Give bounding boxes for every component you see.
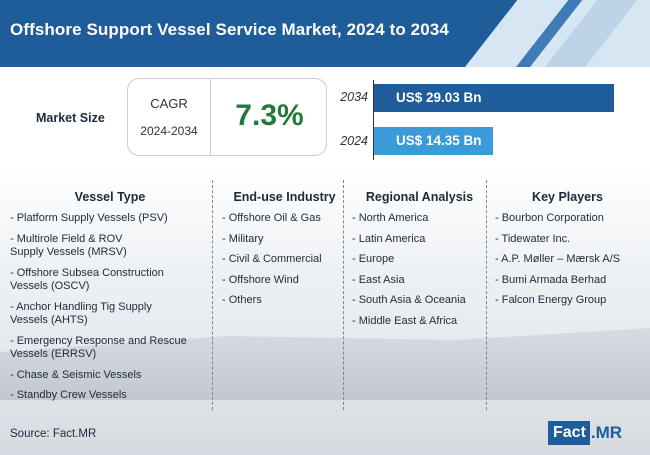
- column-title: Regional Analysis: [365, 190, 474, 204]
- list-item: - Military: [222, 232, 264, 245]
- bar-value-label: US$ 14.35 Bn: [396, 133, 482, 148]
- page-title: Offshore Support Vessel Service Market, …: [10, 20, 449, 39]
- factmr-logo: Fact .MR: [548, 421, 640, 445]
- source-note: Source: Fact.MR: [10, 428, 97, 440]
- segment-list: - Offshore Oil & Gas - Military - Civil & …: [222, 212, 347, 308]
- list-item: - Latin America: [352, 232, 426, 245]
- list-item: - Offshore Wind: [222, 273, 299, 286]
- column-end-use-industry: End-use Industry - Offshore Oil & Gas - M…: [222, 180, 347, 412]
- cagr-value: 7.3%: [235, 99, 304, 132]
- market-size-label: Market Size: [36, 111, 105, 125]
- column-title: Key Players: [532, 190, 603, 204]
- cagr-divider: [210, 79, 211, 155]
- bar-year-2034: 2034: [340, 90, 368, 104]
- list-item: - Anchor Handling Tig Supply Vessels (AH…: [10, 300, 152, 327]
- list-item: - Offshore Subsea Construction Vessels (…: [10, 266, 164, 293]
- list-item: - East Asia: [352, 273, 405, 286]
- list-item: - Standby Crew Vessels: [10, 389, 127, 401]
- cagr-box: CAGR 2024-2034 7.3%: [127, 78, 327, 156]
- logo-fact: Fact: [548, 421, 590, 445]
- list-item: - Others: [222, 294, 262, 306]
- list-item: - Falcon Energy Group: [495, 294, 607, 306]
- logo-mr: .MR: [590, 423, 623, 442]
- header-banner: Offshore Support Vessel Service Market, …: [0, 0, 650, 67]
- list-item: - Platform Supply Vessels (PSV): [10, 212, 168, 224]
- list-item: - Bumi Armada Berhad: [495, 273, 607, 286]
- list-item: - Europe: [352, 253, 395, 265]
- list-item: - South Asia & Oceania: [352, 294, 466, 306]
- market-bar-2034: US$ 29.03 Bn: [374, 84, 614, 112]
- segment-list: - Bourbon Corporation - Tidewater Inc. - A…: [495, 212, 640, 308]
- list-item: - Multirole Field & ROV Supply Vessels (…: [10, 232, 127, 259]
- column-regional-analysis: Regional Analysis - North America - Latin…: [352, 180, 487, 412]
- column-divider: [212, 180, 213, 410]
- list-item: - Civil & Commercial: [222, 253, 322, 265]
- list-item: - North America: [352, 212, 429, 224]
- segment-list: - Platform Supply Vessels (PSV) - Multiro…: [10, 212, 210, 403]
- column-title: End-use Industry: [233, 190, 336, 204]
- list-item: - Chase & Seismic Vessels: [10, 368, 142, 381]
- list-item: - Bourbon Corporation: [495, 212, 604, 224]
- segment-list: - North America - Latin America - Europe - …: [352, 212, 487, 328]
- column-title: Vessel Type: [74, 190, 146, 204]
- column-vessel-type: Vessel Type - Platform Supply Vessels (P…: [10, 180, 210, 412]
- column-key-players: Key Players - Bourbon Corporation - Tidew…: [495, 180, 640, 412]
- cagr-period: 2024-2034: [140, 124, 198, 138]
- list-item: - A.P. Møller – Mærsk A/S: [495, 253, 621, 265]
- market-bar-2024: US$ 14.35 Bn: [374, 127, 493, 155]
- bar-axis: [373, 80, 374, 160]
- bar-value-label: US$ 29.03 Bn: [396, 90, 482, 105]
- column-divider: [486, 180, 487, 410]
- list-item: - Emergency Response and Rescue Vessels …: [10, 334, 187, 361]
- ship-background-image: [0, 170, 650, 455]
- list-item: - Middle East & Africa: [352, 314, 458, 327]
- segment-columns: Vessel Type - Platform Supply Vessels (P…: [10, 180, 640, 412]
- bar-year-2024: 2024: [340, 134, 368, 148]
- cagr-label: CAGR: [150, 96, 188, 111]
- list-item: - Offshore Oil & Gas: [222, 212, 321, 224]
- list-item: - Tidewater Inc.: [495, 232, 571, 245]
- column-divider: [343, 180, 344, 410]
